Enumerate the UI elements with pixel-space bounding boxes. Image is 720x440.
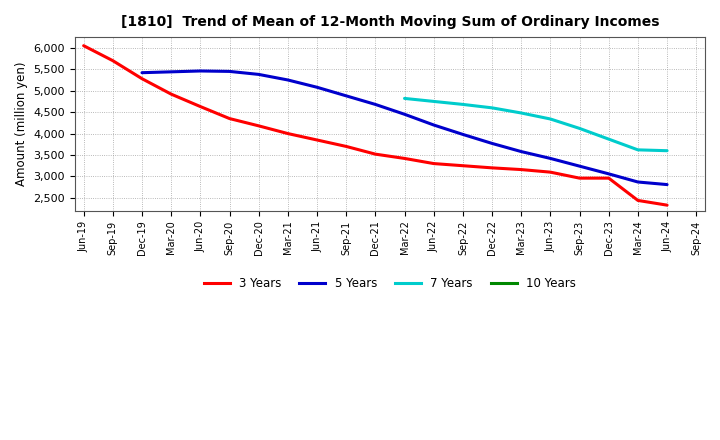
3 Years: [634, 198, 642, 203]
7 Years: [400, 96, 409, 101]
5 Years: [546, 156, 554, 161]
3 Years: [400, 156, 409, 161]
3 Years: [138, 76, 146, 81]
3 Years: [254, 123, 263, 128]
3 Years: [196, 104, 204, 109]
3 Years: [429, 161, 438, 166]
Y-axis label: Amount (million yen): Amount (million yen): [15, 62, 28, 186]
7 Years: [575, 126, 584, 131]
Line: 5 Years: 5 Years: [142, 71, 667, 184]
7 Years: [662, 148, 671, 154]
5 Years: [342, 93, 351, 99]
5 Years: [575, 164, 584, 169]
7 Years: [459, 102, 467, 107]
7 Years: [634, 147, 642, 153]
3 Years: [225, 116, 234, 121]
3 Years: [517, 167, 526, 172]
3 Years: [662, 202, 671, 208]
5 Years: [634, 180, 642, 185]
3 Years: [371, 151, 379, 157]
7 Years: [487, 105, 496, 110]
3 Years: [167, 92, 176, 97]
7 Years: [604, 136, 613, 142]
5 Years: [400, 112, 409, 117]
5 Years: [167, 69, 176, 74]
5 Years: [284, 77, 292, 83]
5 Years: [371, 102, 379, 107]
5 Years: [487, 141, 496, 146]
3 Years: [459, 163, 467, 169]
7 Years: [429, 99, 438, 104]
5 Years: [662, 182, 671, 187]
3 Years: [546, 169, 554, 175]
Line: 3 Years: 3 Years: [84, 46, 667, 205]
5 Years: [196, 68, 204, 73]
7 Years: [546, 116, 554, 121]
Title: [1810]  Trend of Mean of 12-Month Moving Sum of Ordinary Incomes: [1810] Trend of Mean of 12-Month Moving …: [121, 15, 660, 29]
5 Years: [429, 122, 438, 128]
5 Years: [225, 69, 234, 74]
5 Years: [459, 132, 467, 137]
5 Years: [254, 72, 263, 77]
3 Years: [79, 43, 88, 48]
5 Years: [604, 171, 613, 176]
Line: 7 Years: 7 Years: [405, 99, 667, 151]
3 Years: [342, 144, 351, 149]
7 Years: [517, 110, 526, 116]
5 Years: [312, 84, 321, 90]
Legend: 3 Years, 5 Years, 7 Years, 10 Years: 3 Years, 5 Years, 7 Years, 10 Years: [199, 273, 580, 295]
3 Years: [312, 137, 321, 143]
3 Years: [575, 176, 584, 181]
3 Years: [487, 165, 496, 170]
5 Years: [138, 70, 146, 75]
3 Years: [284, 131, 292, 136]
5 Years: [517, 149, 526, 154]
3 Years: [109, 58, 117, 63]
3 Years: [604, 176, 613, 181]
